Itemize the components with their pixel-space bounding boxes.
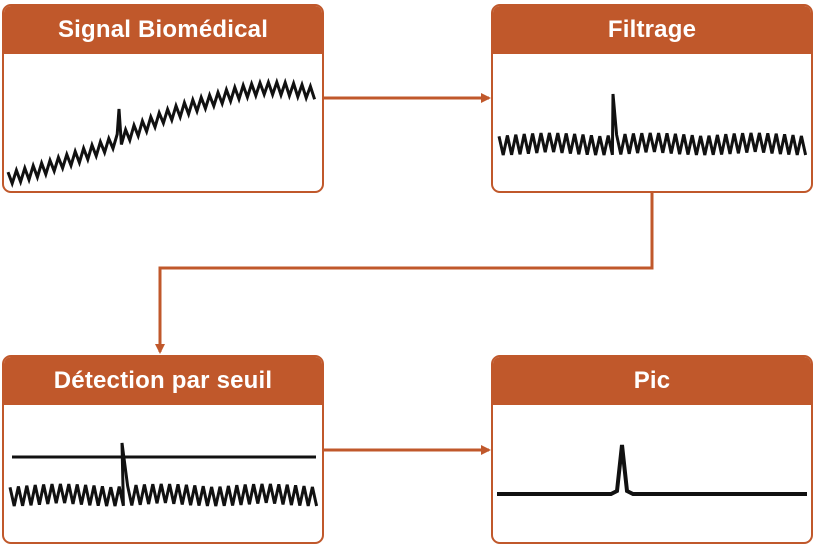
peak-box: Pic	[491, 355, 813, 544]
threshold-waveform	[8, 442, 319, 507]
threshold-detection-title: Détection par seuil	[4, 357, 322, 405]
filtering-title: Filtrage	[493, 6, 811, 54]
peak-title: Pic	[493, 357, 811, 405]
filtered-signal-waveform	[497, 93, 808, 156]
arrow-filter-to-threshold	[155, 192, 654, 354]
filtering-box: Filtrage	[491, 4, 813, 193]
peak-trace	[497, 444, 807, 496]
raw-signal-box: Signal Biomédical	[2, 4, 324, 193]
raw-signal-title: Signal Biomédical	[4, 6, 322, 54]
peak-waveform	[497, 444, 807, 496]
threshold-detection-box: Détection par seuil	[2, 355, 324, 544]
raw-signal-waveform	[6, 77, 317, 188]
